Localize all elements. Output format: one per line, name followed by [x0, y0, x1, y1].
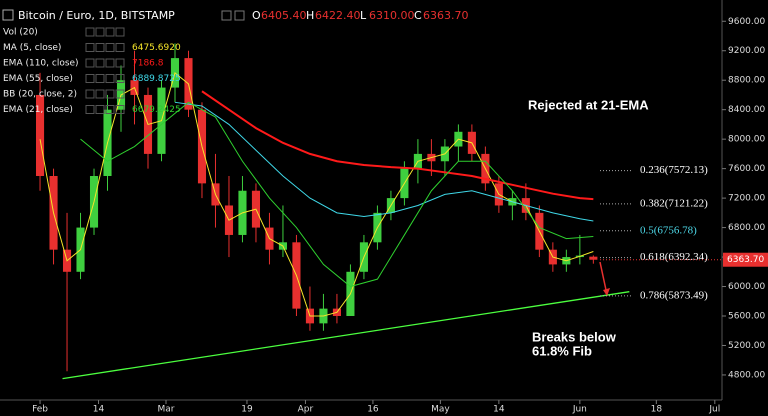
x-tick-label: 16 — [367, 405, 379, 415]
arrow — [599, 261, 607, 291]
ohlc-key: C — [414, 9, 422, 22]
fib-label: 0.786(5873.49) — [640, 289, 708, 301]
ohlc-value: 6405.40 — [261, 9, 307, 22]
arrow-head — [603, 288, 610, 296]
x-tick-label: 14 — [493, 405, 505, 415]
y-tick-label: 5200.00 — [728, 341, 765, 351]
legend-label: MA (5, close) — [3, 43, 61, 53]
legend-icon — [115, 43, 125, 52]
y-tick-label: 9200.00 — [728, 46, 765, 56]
y-tick-label: 7600.00 — [728, 164, 765, 174]
legend-icon — [95, 43, 105, 52]
legend-value: 6889.8725 — [132, 74, 181, 84]
legend-icon — [85, 27, 95, 37]
ohlc-key: L — [360, 9, 367, 22]
legend-icon — [115, 74, 125, 83]
last-price-tag — [723, 252, 768, 267]
legend-value: 7186.8 — [132, 59, 164, 69]
icon — [234, 10, 245, 21]
header: Bitcoin / Euro, 1D, BITSTAMP O 6405.40 H 64… — [2, 9, 469, 22]
legend-label: Vol (20) — [3, 28, 38, 38]
legend-icon — [85, 58, 95, 68]
y-tick-label: 8800.00 — [728, 76, 765, 86]
legend-icon — [105, 89, 115, 99]
y-tick-label: 9600.00 — [728, 17, 765, 27]
legend-icon — [105, 74, 115, 83]
y-tick-label: 8000.00 — [728, 135, 765, 145]
legend-icon — [95, 74, 105, 83]
fib-label: 0.5(6756.78) — [640, 224, 697, 236]
legend-icon — [105, 105, 115, 114]
y-tick-label: 7200.00 — [728, 194, 765, 204]
symbol-title: Bitcoin / Euro, 1D, BITSTAMP — [18, 9, 175, 22]
x-tick-label: Feb — [32, 405, 48, 415]
ohlc-key: O — [252, 9, 261, 22]
legend-label: BB (20, close, 2) — [3, 90, 77, 100]
y-tick-label: 8400.00 — [728, 105, 765, 115]
plot — [35, 43, 630, 380]
y-tick-label: 5600.00 — [728, 312, 765, 322]
legend-icon — [105, 58, 115, 68]
legend-icon — [85, 89, 95, 99]
annotation: 61.8% Fib — [532, 343, 592, 358]
ohlc-value: 6363.70 — [423, 9, 469, 22]
icon[interactable] — [2, 9, 14, 21]
ohlc-value: 6310.00 — [369, 9, 415, 22]
legend-icon — [85, 105, 95, 114]
legend-icon — [105, 43, 115, 52]
legend-icon — [115, 58, 125, 68]
fib-label: 0.618(6392.34) — [640, 251, 708, 263]
x-tick-label: May — [431, 405, 450, 415]
legend-icon — [95, 27, 105, 37]
legend-label: EMA (21, close) — [3, 105, 73, 115]
legend-value: 6679.2425 — [132, 105, 181, 115]
x-tick-label: 18 — [651, 405, 663, 415]
legend-icon — [115, 27, 125, 37]
fib-label: 0.236(7572.13) — [640, 164, 708, 176]
x-tick-label: Apr — [298, 405, 314, 415]
indicator-line — [80, 101, 594, 288]
fib-label: 0.382(7121.22) — [640, 197, 708, 209]
legend-label: EMA (55, close) — [3, 74, 73, 84]
ohlc-value: 6422.40 — [315, 9, 361, 22]
indicator-line — [201, 90, 594, 201]
y-tick-label: 6800.00 — [728, 223, 765, 233]
legend-value: 6475.6920 — [132, 43, 181, 53]
trendline — [62, 291, 630, 380]
indicator-line — [39, 71, 594, 317]
x-tick-label: Jul — [708, 405, 720, 415]
icon — [221, 10, 232, 21]
x-tick-label: Mar — [158, 405, 175, 415]
legend-icon — [85, 43, 95, 52]
legend-icon — [105, 27, 115, 37]
legend-icon — [95, 89, 105, 99]
candle-body — [35, 94, 45, 176]
annotation: Breaks below — [532, 329, 617, 344]
indicator-line — [174, 101, 594, 222]
legend-icon — [85, 74, 95, 83]
legend-label: EMA (110, close) — [3, 59, 79, 69]
candle-body — [589, 256, 598, 260]
y-tick-label: 4800.00 — [728, 370, 765, 380]
legend-icon — [95, 105, 105, 114]
x-tick-label: 19 — [241, 405, 253, 415]
last-price-label: 6363.70 — [727, 255, 764, 265]
annotation: Rejected at 21-EMA — [528, 97, 649, 112]
y-tick-label: 6000.00 — [728, 282, 765, 292]
legend-icon — [115, 89, 125, 99]
legend-icon — [95, 58, 105, 68]
x-tick-label: Jun — [572, 405, 587, 415]
legend-icon — [115, 105, 125, 114]
ohlc-key: H — [306, 9, 314, 22]
x-tick-label: 14 — [93, 405, 105, 415]
